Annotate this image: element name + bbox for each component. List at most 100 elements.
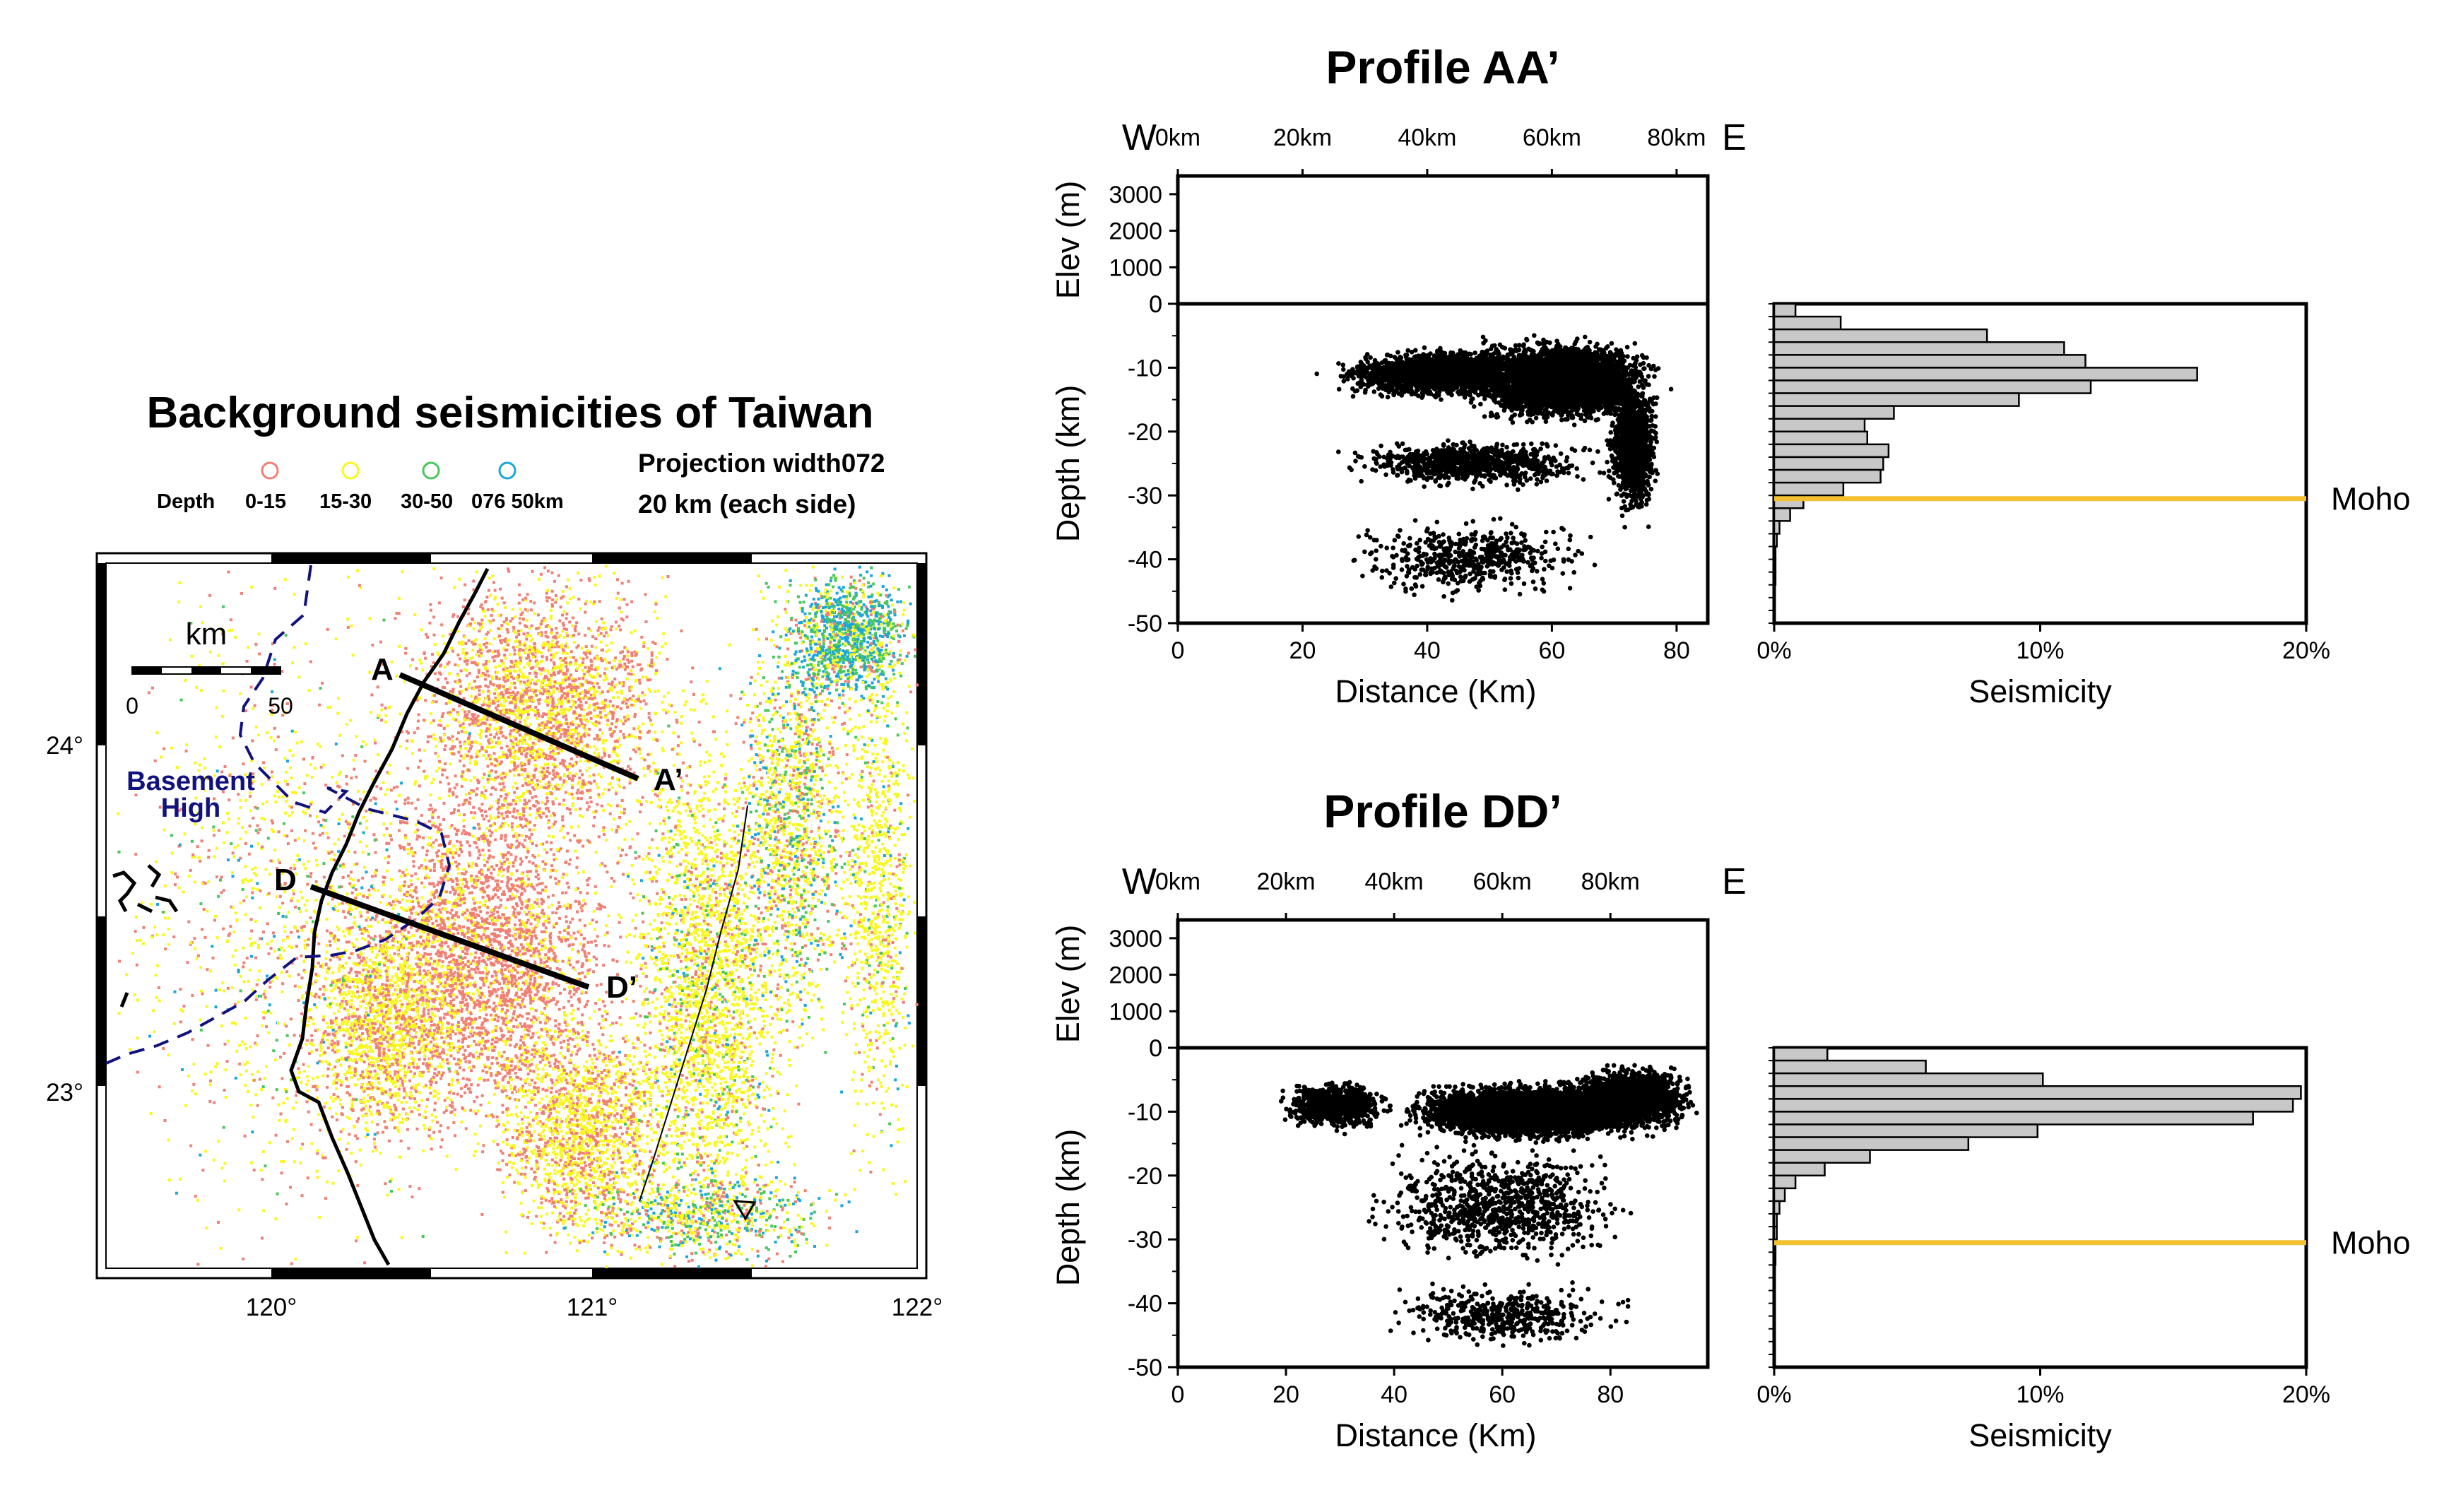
depth-tick: -40 xyxy=(1128,547,1162,574)
moho-label: Moho xyxy=(2331,481,2411,517)
depth-axis-label: Depth (km) xyxy=(1050,1129,1086,1287)
histogram-bar xyxy=(1774,1201,1780,1214)
histogram-bar xyxy=(1774,1265,1775,1277)
top-distance-tick: 80km xyxy=(1647,124,1706,151)
distance-tick: 20 xyxy=(1273,1381,1299,1408)
histogram-bar xyxy=(1774,317,1841,329)
top-distance-tick: 0km xyxy=(1155,868,1200,895)
histogram-bar xyxy=(1774,1048,1827,1061)
seismicity-tick: 10% xyxy=(2016,1381,2064,1408)
west-label: W xyxy=(1122,117,1157,158)
histogram-bar xyxy=(1774,1061,1926,1073)
histogram-bar xyxy=(1774,1304,1775,1316)
top-distance-tick: 40km xyxy=(1398,124,1456,151)
elevation-tick: 1000 xyxy=(1109,998,1162,1025)
histogram-bar xyxy=(1774,483,1843,495)
top-distance-tick: 20km xyxy=(1256,868,1315,895)
histogram-bar xyxy=(1774,508,1790,521)
legend-label-30-50: 30-50 xyxy=(401,490,453,513)
basement-label: Basement xyxy=(126,767,255,796)
legend-label-0-15: 0-15 xyxy=(245,490,286,513)
distance-tick: 20 xyxy=(1289,637,1316,664)
hypocenter-dots xyxy=(1279,1063,1699,1348)
depth-tick: -20 xyxy=(1128,1163,1162,1190)
seismicity-tick: 20% xyxy=(2282,1381,2330,1408)
histogram-bar xyxy=(1774,1316,1775,1329)
legend-depth-label: Depth xyxy=(157,490,215,513)
east-label: E xyxy=(1722,861,1747,902)
distance-tick: 60 xyxy=(1489,1381,1516,1408)
depth-tick: -40 xyxy=(1128,1291,1162,1318)
histogram-bar xyxy=(1774,547,1776,560)
depth-tick: -20 xyxy=(1128,419,1162,446)
seismicity-axis-label: Seismicity xyxy=(1968,1417,2112,1453)
top-distance-tick: 0km xyxy=(1155,124,1200,151)
top-distance-tick: 20km xyxy=(1273,124,1332,151)
histogram-bar xyxy=(1774,1138,1968,1150)
histogram-bar xyxy=(1774,585,1775,598)
depth-tick: -30 xyxy=(1128,483,1162,509)
histogram-bar xyxy=(1774,1291,1775,1304)
map-title: Background seismicities of Taiwan xyxy=(146,389,873,437)
histogram-bar xyxy=(1774,329,1987,342)
distance-axis-label: Distance (Km) xyxy=(1335,673,1536,709)
scale-unit: km xyxy=(186,617,228,651)
top-distance-tick: 40km xyxy=(1365,868,1424,895)
legend-label-deep: 076 50km xyxy=(471,490,564,513)
scale-tick-0: 0 xyxy=(126,693,138,719)
depth-axis-label: Depth (km) xyxy=(1050,385,1086,543)
high-label: High xyxy=(161,793,220,823)
histogram-bar xyxy=(1774,560,1776,572)
legend-symbol-15-30 xyxy=(343,463,358,478)
seismicity-tick: 20% xyxy=(2282,637,2330,664)
distance-tick: 0 xyxy=(1171,637,1185,664)
histogram-bar xyxy=(1774,1329,1775,1342)
top-distance-tick: 60km xyxy=(1523,124,1581,151)
histogram-bar xyxy=(1774,470,1881,483)
histogram-bar xyxy=(1774,304,1795,317)
depth-tick: -10 xyxy=(1128,1099,1162,1126)
distance-tick: 80 xyxy=(1597,1381,1624,1408)
histogram-bar xyxy=(1774,406,1894,419)
lat-tick-23: 23° xyxy=(46,1079,83,1106)
histogram-bar xyxy=(1774,533,1777,546)
projection-side-label: 20 km (each side) xyxy=(638,490,856,519)
profile-title: Profile DD’ xyxy=(1323,785,1562,837)
histogram-bar xyxy=(1774,367,2197,380)
elevation-tick: 3000 xyxy=(1109,926,1162,952)
east-label: E xyxy=(1722,117,1747,158)
profile-label-a: A xyxy=(371,652,394,687)
histogram-bar xyxy=(1774,1214,1777,1227)
depth-legend: Depth 0-15 15-30 30-50 076 50km xyxy=(157,463,564,513)
histogram-bar xyxy=(1774,1099,2293,1111)
distance-tick: 0 xyxy=(1171,1381,1185,1408)
histogram-bar xyxy=(1774,394,2019,406)
histogram-bar xyxy=(1774,1150,1870,1163)
histogram-bar xyxy=(1774,1163,1825,1176)
depth-tick: -10 xyxy=(1128,355,1162,382)
histogram-bar xyxy=(1774,457,1883,470)
map-panel: Background seismicities of Taiwan Depth … xyxy=(46,389,943,1321)
seismicity-tick: 0% xyxy=(1757,637,1791,664)
histogram-bar xyxy=(1774,355,2086,367)
elevation-tick: 3000 xyxy=(1109,182,1162,208)
seismicity-tick: 10% xyxy=(2016,637,2064,664)
histogram-bar xyxy=(1774,1277,1775,1290)
scale-tick-50: 50 xyxy=(268,693,293,719)
profile-label-d: D xyxy=(274,863,297,897)
histogram-bar xyxy=(1774,1111,2253,1124)
elevation-axis-label: Elev (m) xyxy=(1050,181,1086,300)
lon-tick-122: 122° xyxy=(892,1294,943,1321)
profile-label-d-prime: D’ xyxy=(606,970,637,1005)
lon-tick-121: 121° xyxy=(567,1294,618,1321)
legend-symbol-deep xyxy=(500,463,515,478)
hypocenter-dots xyxy=(1314,333,1673,603)
histogram-bar xyxy=(1774,521,1780,533)
distance-tick: 80 xyxy=(1663,637,1690,664)
moho-label: Moho xyxy=(2331,1225,2411,1261)
elevation-box xyxy=(1178,176,1708,304)
projection-width-label: Projection width072 xyxy=(638,449,885,478)
elevation-tick: 2000 xyxy=(1109,218,1162,245)
